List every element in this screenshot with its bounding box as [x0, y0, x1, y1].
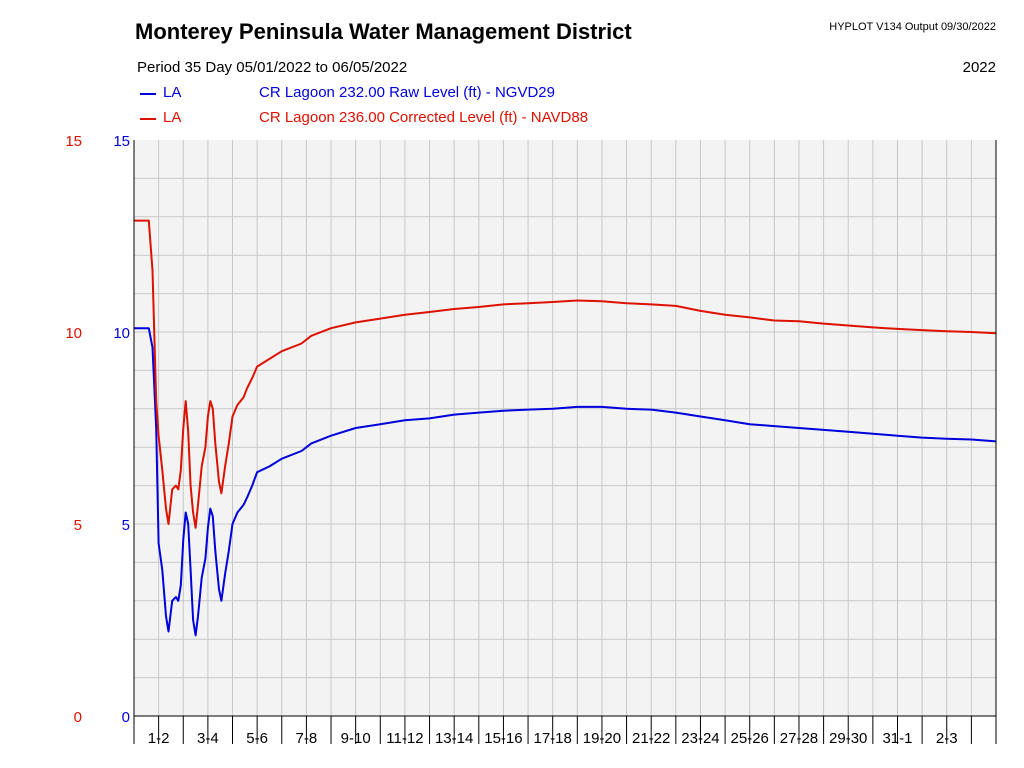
y-tick-label-right: 5	[122, 517, 130, 534]
y-tick-label-left: 0	[74, 709, 82, 726]
year-label: 2022	[962, 59, 996, 76]
legend-swatch-raw-level	[140, 93, 156, 95]
x-tick-label: 23-24	[681, 730, 719, 747]
legend-code: LA	[163, 84, 182, 101]
x-tick-label: 2-3	[936, 730, 958, 747]
x-tick-label: 25-26	[731, 730, 769, 747]
x-tick-label: 11-12	[386, 730, 423, 747]
x-tick-label: 31-1	[882, 730, 912, 747]
y-tick-label-left: 15	[65, 133, 82, 150]
x-tick-label: 9-10	[341, 730, 371, 747]
x-tick-label: 1-2	[148, 730, 170, 747]
x-tick-label: 7-8	[296, 730, 318, 747]
y-tick-label-right: 10	[113, 325, 130, 342]
x-tick-label: 17-18	[533, 730, 571, 747]
y-tick-label-left: 5	[74, 517, 82, 534]
x-tick-label: 29-30	[829, 730, 867, 747]
period-label: Period 35 Day 05/01/2022 to 06/05/2022	[137, 59, 408, 76]
y-tick-label-right: 15	[113, 133, 130, 150]
x-tick-label: 5-6	[246, 730, 268, 747]
page-title: Monterey Peninsula Water Management Dist…	[135, 19, 632, 44]
series-line-2	[134, 219, 997, 529]
x-tick-label: 19-20	[583, 730, 621, 747]
legend-swatch-corrected-level	[140, 118, 156, 120]
x-tick-label: 21-22	[632, 730, 670, 747]
plot-area	[134, 140, 996, 716]
series-line-1	[134, 327, 997, 637]
x-tick-label: 15-16	[484, 730, 522, 747]
legend-code: LA	[163, 109, 182, 126]
legend-description: CR Lagoon 232.00 Raw Level (ft) - NGVD29	[259, 84, 555, 101]
x-tick-label: 27-28	[780, 730, 818, 747]
x-tick-label: 3-4	[197, 730, 219, 747]
legend-description: CR Lagoon 236.00 Corrected Level (ft) - …	[259, 109, 589, 126]
y-tick-label-right: 0	[122, 709, 130, 726]
x-tick-label: 13-14	[435, 730, 473, 747]
program-stamp: HYPLOT V134 Output 09/30/2022	[829, 21, 996, 33]
y-tick-label-left: 10	[65, 325, 82, 342]
